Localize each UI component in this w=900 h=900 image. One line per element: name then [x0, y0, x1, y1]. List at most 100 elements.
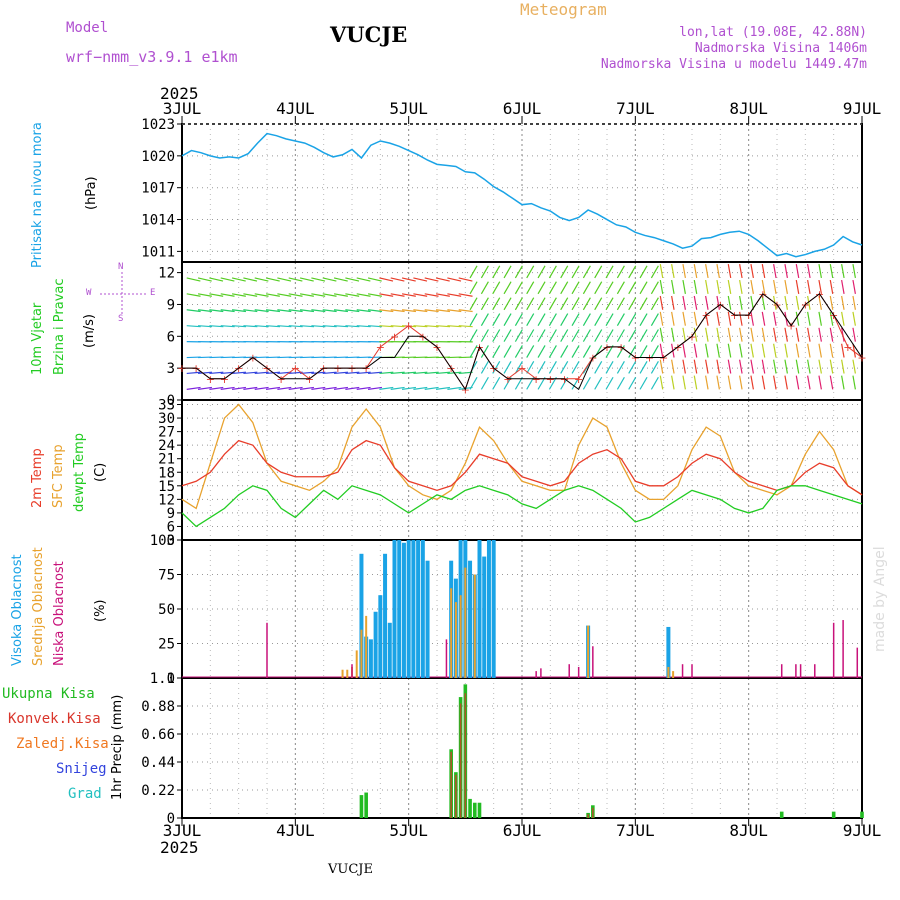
wind-arrow [659, 264, 664, 279]
wind-arrow [356, 293, 371, 297]
wind-arrow [716, 264, 720, 279]
wind-arrow [739, 264, 743, 279]
wind-arrow [209, 325, 224, 328]
wind-arrow [795, 343, 800, 358]
wind-arrow [727, 279, 732, 294]
wind-arrow [773, 327, 777, 342]
y-tick-label: 15 [158, 479, 175, 495]
wind-arrow [605, 329, 614, 342]
wind-arrow [198, 371, 213, 375]
wind-arrow [232, 371, 247, 375]
wind-arrow [571, 297, 580, 311]
low-cloud-bar [814, 664, 816, 678]
wind-arrow [605, 361, 614, 374]
wind-arrow [503, 265, 512, 279]
wind-arrow [693, 359, 698, 374]
wind-arrow [705, 279, 709, 294]
total-precip-bar [359, 795, 364, 818]
legend-hail: Grad [68, 786, 102, 802]
wind-arrow [594, 313, 603, 326]
y-tick-label: 0.22 [141, 783, 175, 799]
wind-arrow [356, 309, 371, 313]
wind-arrow [829, 343, 834, 358]
wind-arrow [739, 375, 743, 390]
wind-arrow [345, 325, 360, 328]
wind-arrow [650, 265, 659, 279]
wind-arrow [367, 386, 383, 390]
wind-arrow [277, 386, 292, 390]
y-tick-label: 3 [167, 361, 175, 377]
wind-arrow [739, 327, 743, 342]
wind-arrow [716, 279, 720, 294]
wind-arrow [548, 329, 557, 342]
wind-arrow [761, 327, 766, 342]
wind-arrow [818, 375, 822, 390]
wind-arrow [322, 293, 337, 297]
wind-arrow [693, 311, 698, 326]
wind-arrow [739, 343, 743, 358]
wind-arrow [413, 293, 428, 297]
wind-arrow [761, 311, 766, 326]
wind-arrow [693, 327, 698, 342]
y-tick-label: 1011 [141, 244, 175, 260]
wind-arrow [628, 313, 637, 326]
wind-arrow [288, 277, 303, 282]
wind-arrow [480, 281, 489, 295]
wind-arrow [560, 345, 569, 358]
wind-arrow [671, 359, 675, 374]
wind-arrow [650, 281, 659, 295]
wind-arrow [829, 359, 834, 374]
total-precip-bar [477, 802, 482, 818]
wind-arrow [254, 277, 269, 282]
coords-text: lon,lat (19.08E, 42.88N) [679, 25, 867, 40]
wind-arrow [526, 265, 535, 279]
wind-arrow [514, 361, 523, 374]
low-cloud-bar [681, 664, 684, 678]
wind-arrow [390, 277, 405, 282]
wind-arrow [548, 265, 557, 279]
wind-arrow [379, 293, 394, 297]
mid-cloud-bar [464, 567, 467, 678]
wind-arrow [447, 309, 462, 313]
wind-arrow [594, 281, 603, 295]
wind-arrow [503, 361, 512, 374]
wind-arrow [807, 359, 811, 374]
time-label-top: 5JUL [389, 99, 428, 118]
wind-arrow [693, 295, 698, 310]
mid-cloud-bar [355, 650, 358, 678]
wind-arrow [209, 293, 224, 297]
wind-arrow [322, 277, 337, 282]
wind-arrow [761, 264, 766, 279]
wind-arrow [628, 329, 637, 342]
wind-arrow [616, 329, 625, 342]
wind-arrow [265, 277, 280, 282]
conv-precip-bar [587, 814, 589, 818]
wind-arrow [628, 297, 637, 311]
wind-arrow [345, 371, 360, 375]
y-tick-label: 1023 [141, 117, 175, 133]
wind-arrow [571, 345, 580, 358]
wind-arrow [413, 325, 428, 328]
wind-arrow [750, 295, 754, 310]
wind-arrow [682, 264, 686, 279]
high-cloud-bar [387, 622, 392, 678]
wind-arrow [773, 279, 777, 294]
wind-arrow [671, 295, 675, 310]
wind-arrow [616, 297, 625, 311]
wind-arrow [582, 376, 591, 390]
wind-arrow [243, 293, 258, 297]
wind-arrow [333, 309, 349, 313]
wind-arrow [288, 309, 303, 313]
wind-arrow [299, 309, 315, 313]
wind-arrow [548, 345, 557, 358]
wind-arrow [560, 329, 569, 342]
wind-arrow [650, 313, 659, 326]
wind-arrow [197, 386, 213, 390]
wind-arrow [379, 386, 394, 390]
wind-arrow [716, 375, 720, 390]
high-cloud-bar [411, 540, 416, 678]
wind-arrow [469, 313, 478, 326]
high-cloud-bar [486, 540, 491, 678]
total-precip-bar [779, 811, 784, 818]
mid-cloud-bar [667, 666, 670, 678]
